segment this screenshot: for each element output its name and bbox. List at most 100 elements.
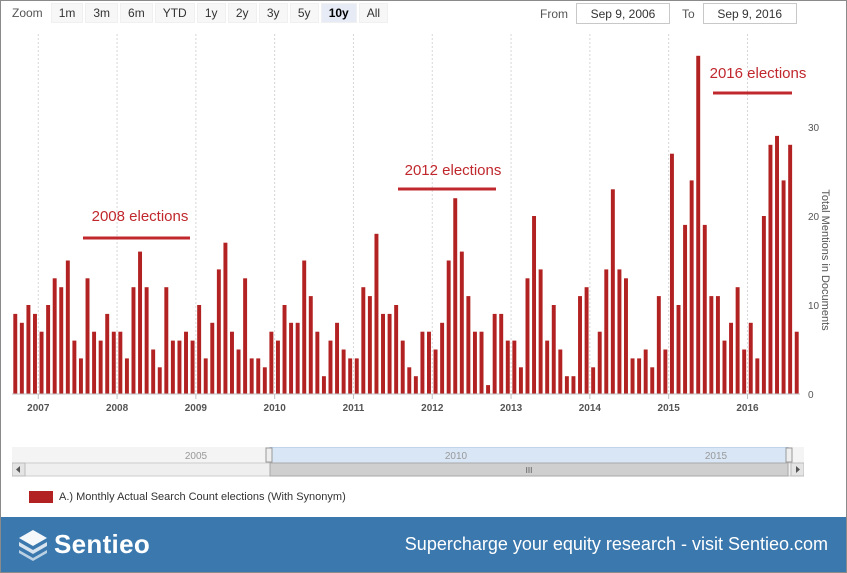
bar[interactable] [105,313,110,394]
bar[interactable] [151,349,156,395]
bar[interactable] [72,340,77,394]
bar[interactable] [755,358,760,394]
bar[interactable] [761,216,766,394]
bar[interactable] [184,331,188,394]
bar[interactable] [768,144,773,394]
zoom-3m-button[interactable]: 3m [85,3,119,23]
legend[interactable]: A.) Monthly Actual Search Count election… [29,491,346,503]
bar[interactable] [420,331,425,394]
bar[interactable] [52,278,57,394]
to-date-input[interactable]: Sep 9, 2016 [702,3,797,24]
bar[interactable] [26,305,31,394]
bar[interactable] [407,367,412,394]
bar[interactable] [558,349,563,395]
bar[interactable] [643,349,648,395]
bar[interactable] [624,278,628,394]
bar[interactable] [361,287,366,394]
bar[interactable] [617,269,622,394]
bar[interactable] [13,313,18,394]
bar[interactable] [729,322,734,394]
bar[interactable] [328,340,333,394]
bar[interactable] [65,260,70,395]
bar[interactable] [604,269,609,394]
bar[interactable] [486,385,491,394]
bar[interactable] [479,331,484,394]
bar[interactable] [794,331,799,394]
bar[interactable] [269,331,274,394]
bar[interactable] [308,296,313,394]
bar[interactable] [413,376,418,394]
bar[interactable] [709,296,714,394]
bar[interactable] [315,331,320,394]
bar[interactable] [702,224,707,394]
bar[interactable] [650,367,655,394]
zoom-3y-button[interactable]: 3y [258,3,288,23]
bar[interactable] [637,358,642,394]
bar[interactable] [348,358,353,394]
bar[interactable] [321,376,326,394]
bar[interactable] [138,251,143,394]
bar[interactable] [335,322,340,394]
bar[interactable] [256,358,261,394]
range-navigator[interactable]: 2005 2010 2015 III [11,446,805,477]
bar[interactable] [656,296,661,394]
bar[interactable] [295,322,300,394]
bar[interactable] [157,367,162,394]
bar[interactable] [748,322,753,394]
bar[interactable] [144,287,149,394]
bar[interactable] [197,305,202,394]
bar[interactable] [19,322,24,394]
bar[interactable] [210,322,215,394]
zoom-5y-button[interactable]: 5y [289,3,319,23]
zoom-ytd-button[interactable]: YTD [154,3,195,23]
bar[interactable] [92,331,97,394]
bar[interactable] [696,55,701,395]
bar[interactable] [689,180,694,394]
bar[interactable] [262,367,267,394]
bar[interactable] [39,331,44,394]
zoom-10y-button[interactable]: 10y [320,3,357,23]
bar[interactable] [427,331,431,394]
bar[interactable] [472,331,477,394]
bar[interactable] [230,331,234,394]
bar[interactable] [446,260,451,395]
bar[interactable] [164,287,169,394]
bar[interactable] [525,278,530,394]
bar[interactable] [663,349,668,395]
bar[interactable] [216,269,221,394]
bar[interactable] [354,358,359,394]
bar[interactable] [190,340,195,394]
bar[interactable] [98,340,103,394]
bar[interactable] [236,349,241,395]
bar[interactable] [788,144,793,394]
bar[interactable] [177,340,182,394]
bar[interactable] [282,305,287,394]
bar[interactable] [781,180,786,394]
bar[interactable] [394,305,399,394]
scrollbar-thumb[interactable] [269,462,789,477]
brand[interactable]: Sentieo [18,529,150,561]
bar[interactable] [275,340,280,394]
from-date-input[interactable]: Sep 9, 2006 [576,3,670,24]
bar[interactable] [341,349,346,395]
bar[interactable] [440,322,445,394]
bar[interactable] [722,340,727,394]
zoom-2y-button[interactable]: 2y [227,3,257,23]
bar[interactable] [400,340,405,394]
bar[interactable] [374,233,379,394]
navigator-right-handle[interactable] [785,447,793,463]
bar[interactable] [532,216,537,394]
bar[interactable] [85,278,90,394]
bar[interactable] [669,153,674,394]
bar[interactable] [735,287,740,394]
zoom-1m-button[interactable]: 1m [50,3,84,23]
bar[interactable] [453,198,458,394]
bar[interactable] [591,367,596,394]
bar[interactable] [715,296,720,394]
bar[interactable] [111,331,116,394]
bar[interactable] [492,313,497,394]
bar[interactable] [131,287,136,394]
navigator-left-handle[interactable] [265,447,273,463]
bar[interactable] [249,358,254,394]
zoom-6m-button[interactable]: 6m [120,3,153,23]
